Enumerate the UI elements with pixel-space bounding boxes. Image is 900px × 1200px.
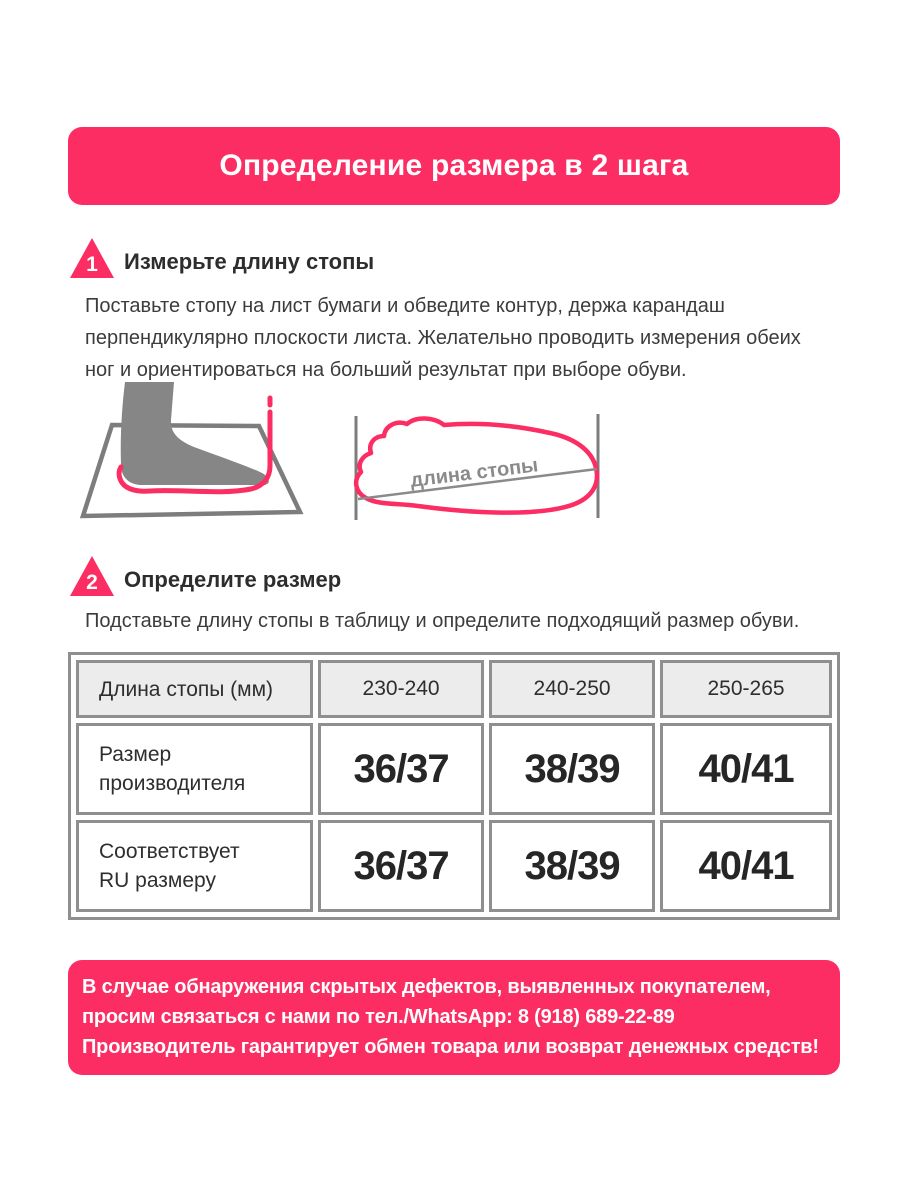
step-2-title: Определите размер	[124, 567, 342, 592]
row-label-ru-size: Соответствует RU размеру	[76, 820, 314, 912]
ru-size-2: 38/39	[489, 820, 656, 912]
pencil-and-traced-contour-shape	[116, 409, 273, 495]
foot-length-diagonal-line	[357, 467, 598, 501]
foot-silhouette-shape	[120, 382, 269, 485]
step-2-number: 2	[86, 571, 98, 594]
row-label-manufacturer: Размер производителя	[76, 723, 314, 815]
col-header-range-1: 230-240	[318, 660, 485, 718]
footer-line-3: Производитель гарантирует обмен товара и…	[82, 1036, 819, 1058]
manufacturer-size-3: 40/41	[660, 723, 832, 815]
table-row-ru-size: Соответствует RU размеру 36/37 38/39 40/…	[76, 820, 832, 912]
manufacturer-size-1: 36/37	[318, 723, 485, 815]
footer-line-2: просим связаться с нами по тел./WhatsApp…	[82, 1006, 675, 1028]
step-1-description: Поставьте стопу на лист бумаги и обведит…	[85, 295, 801, 381]
footprint-outline-shape	[353, 416, 600, 515]
step-2-triangle-icon: 2	[70, 556, 114, 596]
page-title: Определение размера в 2 шага	[219, 149, 689, 182]
foot-tracing-illustration	[79, 382, 304, 519]
step-2-header: 2 Определите размер	[70, 555, 341, 597]
col-header-range-2: 240-250	[489, 660, 656, 718]
col-header-foot-length: Длина стопы (мм)	[76, 660, 314, 718]
step-1-title: Измерьте длину стопы	[124, 249, 375, 274]
step-1-number: 1	[86, 253, 98, 276]
table-row-manufacturer-size: Размер производителя 36/37 38/39 40/41	[76, 723, 832, 815]
header-banner: Определение размера в 2 шага	[68, 127, 840, 205]
table-header-row: Длина стопы (мм) 230-240 240-250 250-265	[76, 660, 832, 718]
footer-banner: В случае обнаружения скрытых дефектов, в…	[68, 960, 840, 1075]
step-1-header: 1 Измерьте длину стопы	[70, 237, 374, 279]
step-2-description: Подставьте длину стопы в таблицу и опред…	[85, 610, 800, 632]
col-header-range-3: 250-265	[660, 660, 832, 718]
foot-length-label: длина стопы	[409, 454, 539, 491]
ru-size-3: 40/41	[660, 820, 832, 912]
footer-line-1: В случае обнаружения скрытых дефектов, в…	[82, 976, 771, 998]
manufacturer-size-2: 38/39	[489, 723, 656, 815]
foot-length-illustration: длина стопы	[353, 414, 600, 520]
size-table: Длина стопы (мм) 230-240 240-250 250-265…	[68, 652, 840, 920]
step-1-triangle-icon: 1	[70, 238, 114, 278]
ru-size-1: 36/37	[318, 820, 485, 912]
